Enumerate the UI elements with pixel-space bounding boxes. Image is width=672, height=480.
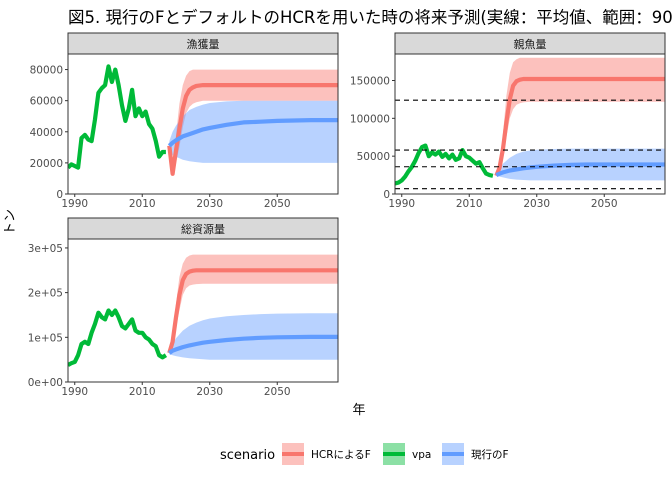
y-tick-label: 0e+00	[28, 377, 63, 389]
y-tick-label: 0	[56, 189, 63, 201]
hcr-mean-line	[167, 268, 338, 354]
plot-layer	[68, 254, 338, 367]
y-tick-label: 2e+05	[28, 288, 63, 300]
y-tick-label: 60000	[30, 96, 63, 108]
panel-title: 総資源量	[181, 222, 225, 236]
current-band	[169, 100, 338, 163]
x-tick-label: 2050	[264, 386, 291, 398]
panel-title: 親魚量	[514, 38, 547, 51]
plot-layer	[68, 64, 338, 176]
x-tick-label: 1990	[61, 198, 88, 210]
hcr-band	[169, 69, 338, 176]
x-axis-title: 年	[352, 403, 365, 418]
x-tick-label: 1990	[388, 198, 415, 210]
panel-border	[67, 53, 339, 195]
legend-label-current: 現行のF	[471, 448, 509, 461]
x-tick-label: 2010	[129, 198, 156, 210]
panel-1: 漁獲量 1990 2010 2030 2050 0 20000 40000 60000 80000	[30, 32, 339, 210]
x-tick-label: 1990	[61, 386, 88, 398]
vpa-line	[68, 64, 166, 170]
x-tick-label: 2030	[196, 198, 223, 210]
plot-layer	[395, 57, 665, 190]
current-mean-line	[167, 118, 338, 148]
panel-3: 総資源量 1990 2010 2030 2050 0e+00 1e+05 2e+05 3e+05	[28, 217, 339, 398]
legend-item-vpa: vpa	[383, 443, 431, 465]
hcr-band	[169, 254, 338, 353]
hcr-mean-line	[494, 76, 665, 177]
y-tick-label: 50000	[357, 151, 390, 163]
y-tick-label: 150000	[350, 75, 390, 87]
legend-label-vpa: vpa	[412, 449, 431, 461]
figure-title: 図5. 現行のFとデフォルトのHCRを用いた時の将来予測(実線：平均値、範囲：9…	[68, 7, 672, 27]
x-tick-label: 2050	[264, 198, 291, 210]
legend-item-hcr: HCRによるF	[282, 443, 371, 465]
y-tick-label: 40000	[30, 127, 63, 139]
vpa-line	[395, 143, 494, 186]
current-mean-line	[168, 334, 338, 355]
x-tick-label: 2050	[591, 198, 618, 210]
y-tick-label: 20000	[30, 158, 63, 170]
x-tick-label: 2010	[129, 386, 156, 398]
panel-border	[67, 238, 339, 383]
x-tick-label: 2030	[523, 198, 550, 210]
vpa-line	[68, 308, 168, 367]
legend-item-current: 現行のF	[442, 443, 509, 465]
y-axis-title: トン	[3, 209, 18, 235]
panels: 漁獲量 1990 2010 2030 2050 0 20000 40000 60000 80000…	[28, 32, 666, 398]
y-tick-label: 0	[383, 189, 390, 201]
x-tick-label: 2010	[456, 198, 483, 210]
legend-title: scenario	[220, 448, 275, 463]
y-tick-label: 80000	[30, 65, 63, 77]
y-tick-label: 100000	[350, 113, 390, 125]
legend-label-hcr: HCRによるF	[311, 449, 371, 461]
y-tick-label: 1e+05	[28, 332, 63, 344]
x-tick-label: 2030	[196, 386, 223, 398]
legend: scenario HCRによるF vpa 現行のF	[220, 443, 509, 465]
panel-title: 漁獲量	[187, 37, 220, 51]
hcr-band	[496, 57, 665, 176]
y-tick-label: 3e+05	[28, 243, 63, 255]
panel-2: 親魚量 1990 2010 2030 2050 0 50000 100000 150000	[350, 32, 666, 210]
panel-border	[394, 53, 666, 195]
